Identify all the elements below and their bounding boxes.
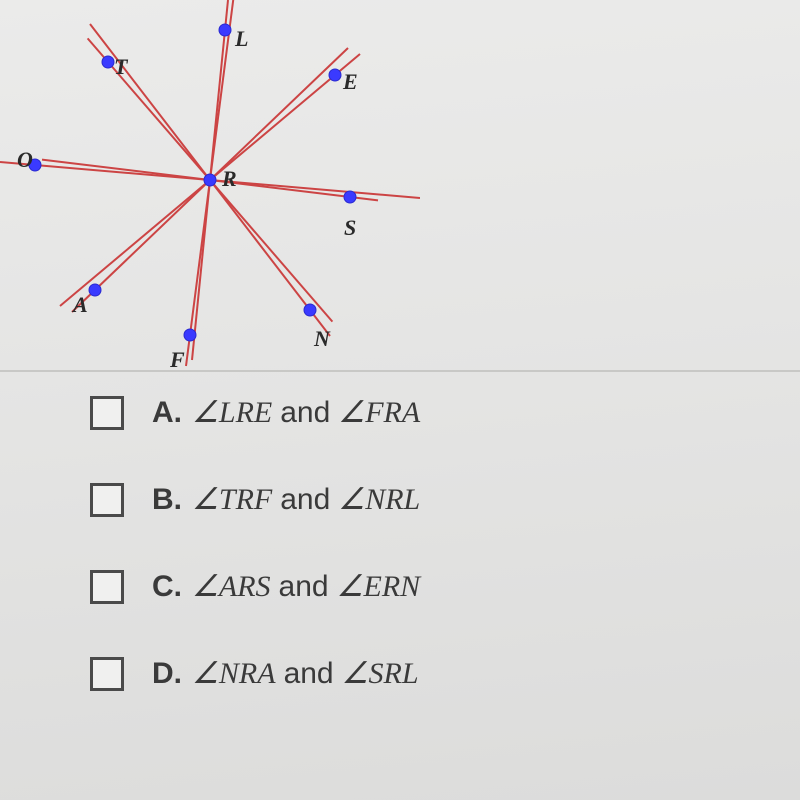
angle-text: ∠TRF bbox=[192, 482, 272, 517]
answer-row-a: A. ∠LRE and ∠FRA bbox=[90, 395, 800, 430]
section-divider bbox=[0, 370, 800, 372]
angle-text: ∠ARS bbox=[192, 569, 271, 604]
angle-text: ∠NRA bbox=[192, 656, 276, 691]
checkbox-d[interactable] bbox=[90, 657, 124, 691]
checkbox-c[interactable] bbox=[90, 570, 124, 604]
page-root: LTEOSANFR A. ∠LRE and ∠FRA B. ∠TRF and ∠… bbox=[0, 0, 800, 800]
angle-text: ∠ERN bbox=[337, 569, 421, 604]
checkbox-b[interactable] bbox=[90, 483, 124, 517]
angle-text: ∠SRL bbox=[342, 656, 419, 691]
conj: and bbox=[280, 396, 330, 430]
angle-text: ∠LRE bbox=[192, 395, 272, 430]
answer-letter: D. bbox=[152, 657, 182, 691]
answer-row-d: D. ∠NRA and ∠SRL bbox=[90, 656, 800, 691]
conj: and bbox=[280, 483, 330, 517]
answer-letter: B. bbox=[152, 483, 182, 517]
answer-letter: C. bbox=[152, 570, 182, 604]
angle-text: ∠NRL bbox=[338, 482, 420, 517]
checkbox-a[interactable] bbox=[90, 396, 124, 430]
answers-list: A. ∠LRE and ∠FRA B. ∠TRF and ∠NRL C. ∠AR… bbox=[0, 395, 800, 743]
angle-text: ∠FRA bbox=[338, 395, 420, 430]
diagram-area: LTEOSANFR bbox=[0, 0, 800, 370]
geometry-diagram bbox=[0, 0, 420, 370]
answer-row-b: B. ∠TRF and ∠NRL bbox=[90, 482, 800, 517]
answer-letter: A. bbox=[152, 396, 182, 430]
conj: and bbox=[284, 657, 334, 691]
conj: and bbox=[279, 570, 329, 604]
answer-row-c: C. ∠ARS and ∠ERN bbox=[90, 569, 800, 604]
